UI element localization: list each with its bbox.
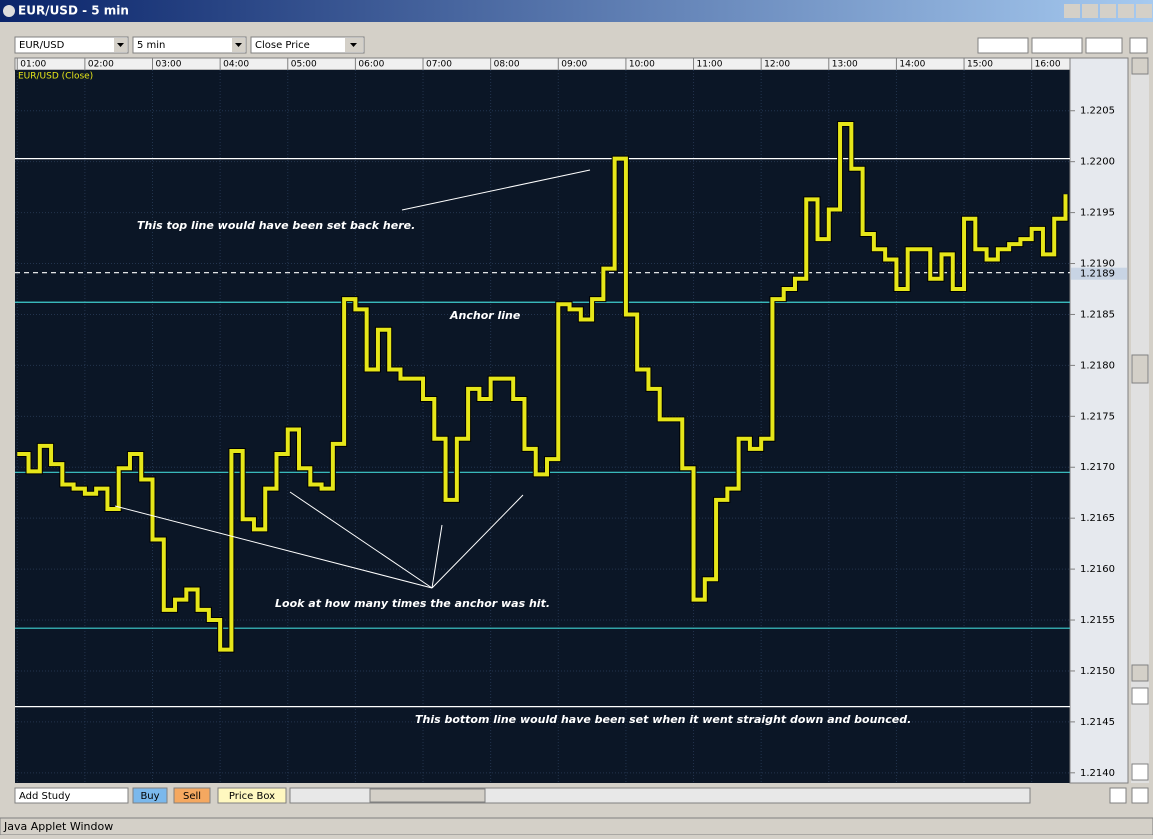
series-label: EUR/USD (Close) (18, 72, 93, 82)
annotation: This bottom line would have been set whe… (415, 713, 911, 726)
title-bar-gradient (0, 0, 1153, 22)
annotation-line (289, 491, 433, 589)
app-icon (3, 5, 15, 17)
status-bar (0, 817, 1153, 836)
annotation: Anchor line (449, 309, 521, 322)
x-tick-label: 04:00 (223, 60, 249, 70)
annotation-line (431, 494, 524, 589)
price-type-text: Close Price (255, 40, 310, 51)
minimize-button[interactable] (1100, 4, 1116, 18)
drawing-tools[interactable] (977, 37, 1148, 54)
x-tick-label: 09:00 (561, 60, 587, 70)
y-tick-label: 1.2165 (1080, 513, 1115, 524)
y-tick-label: 1.2170 (1080, 462, 1115, 473)
tool-button[interactable] (1129, 37, 1148, 54)
y-tick-label: 1.2190 (1080, 259, 1115, 270)
buy-button[interactable] (132, 787, 168, 804)
current-price-box (1071, 267, 1127, 280)
h-scroll-thumb[interactable] (369, 788, 486, 803)
annotation: Look at how many times the anchor was hi… (275, 597, 550, 610)
sell-text: Sell (183, 791, 201, 802)
buy-text: Buy (140, 791, 159, 802)
dropdown-arrow (350, 43, 357, 47)
annotation-line (431, 524, 443, 589)
close-button[interactable] (1136, 4, 1152, 18)
symbol-text: EUR/USD (19, 40, 65, 51)
window-controls[interactable] (1064, 4, 1152, 18)
y-tick-label: 1.2200 (1080, 157, 1115, 168)
y-tick-label: 1.2150 (1080, 666, 1115, 677)
x-tick-label: 11:00 (697, 60, 723, 70)
x-tick-label: 03:00 (156, 60, 182, 70)
dropdown-arrow (235, 43, 242, 47)
x-tick-label: 05:00 (291, 60, 317, 70)
window-title: EUR/USD - 5 min (18, 4, 129, 18)
scroll-thumb[interactable] (1131, 354, 1149, 384)
interval-select[interactable] (132, 36, 247, 54)
y-tick-label: 1.2140 (1080, 768, 1115, 779)
add-study-text: Add Study (19, 791, 70, 802)
symbol-select[interactable] (14, 36, 129, 54)
restore-button[interactable] (1082, 4, 1098, 18)
annotation-layer: This top line would have been set back h… (18, 72, 911, 727)
interval-text: 5 min (137, 40, 165, 51)
x-tick-label: 07:00 (426, 60, 452, 70)
zoom-button[interactable] (1109, 787, 1127, 804)
status-text: Java Applet Window (3, 820, 113, 833)
sell-button[interactable] (173, 787, 211, 804)
menu-button[interactable] (1064, 4, 1080, 18)
x-tick-label: 15:00 (967, 60, 993, 70)
y-tick-label: 1.2195 (1080, 208, 1115, 219)
x-tick-label: 08:00 (494, 60, 520, 70)
scroll-down[interactable] (1131, 664, 1149, 682)
y-tick-label: 1.2175 (1080, 411, 1115, 422)
x-tick-label: 02:00 (88, 60, 114, 70)
add-study-select[interactable] (14, 787, 129, 804)
y-tick-label: 1.2155 (1080, 615, 1115, 626)
tool-group[interactable] (977, 37, 1029, 54)
y-tick-label: 1.2180 (1080, 360, 1115, 371)
vertical-scrollbar[interactable] (1131, 58, 1149, 783)
plot-layer: 1.2140 1.2145 1.2150 1.2155 1.2160 1.2165 1.21… (15, 58, 1115, 783)
x-tick-label: 10:00 (629, 60, 655, 70)
plot-area (15, 70, 1070, 783)
y-tick-label: 1.2160 (1080, 564, 1115, 575)
x-tick-label: 01:00 (20, 60, 46, 70)
scroll-up[interactable] (1131, 57, 1149, 75)
x-tick-label: 16:00 (1035, 60, 1061, 70)
tool-group[interactable] (1085, 37, 1123, 54)
annotation: This top line would have been set back h… (137, 219, 415, 232)
x-tick-label: 06:00 (358, 60, 384, 70)
zoom-out[interactable] (1131, 763, 1149, 781)
tool-group[interactable] (1031, 37, 1083, 54)
dropdown-arrow (117, 43, 124, 47)
zoom-in[interactable] (1131, 687, 1149, 705)
y-tick-label: 1.2145 (1080, 717, 1115, 728)
x-tick-label: 14:00 (899, 60, 925, 70)
y-tick-label: 1.2205 (1080, 106, 1115, 117)
price-box-button[interactable] (217, 787, 287, 804)
current-price-label: 1.2189 (1080, 269, 1115, 280)
price-axis (1069, 57, 1129, 784)
price-box-text: Price Box (229, 791, 275, 802)
y-tick-label: 1.2185 (1080, 309, 1115, 320)
x-tick-label: 13:00 (832, 60, 858, 70)
x-tick-label: 12:00 (764, 60, 790, 70)
price-type-select[interactable] (250, 36, 365, 54)
annotation-line (114, 505, 433, 589)
reset-button[interactable] (1131, 787, 1149, 804)
maximize-button[interactable] (1118, 4, 1134, 18)
price-line (17, 121, 1068, 652)
annotation-line (401, 169, 591, 211)
